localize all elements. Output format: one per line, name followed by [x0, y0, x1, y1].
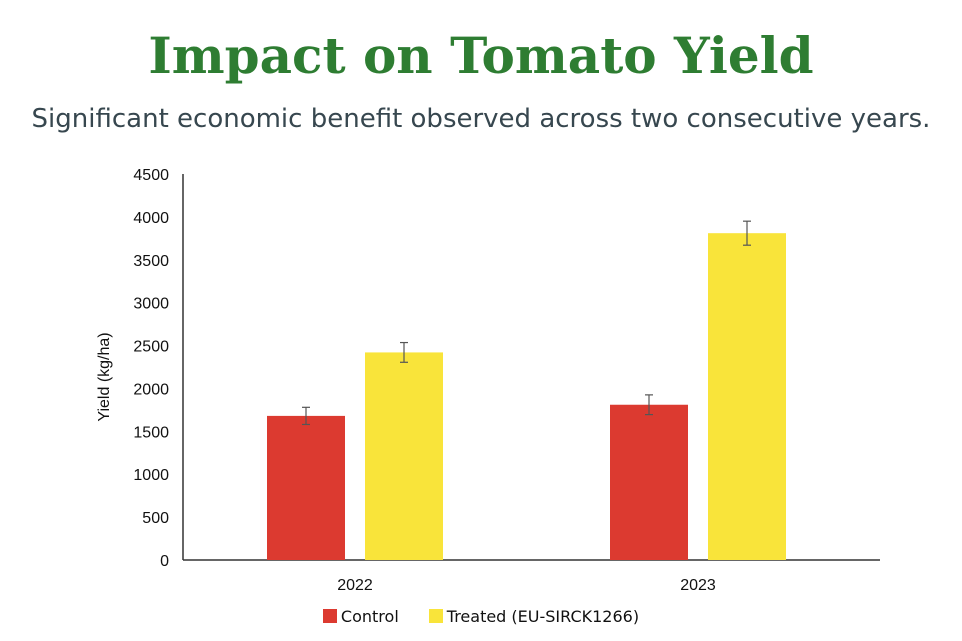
y-tick-label: 1000 [133, 467, 169, 484]
y-tick-label: 2500 [133, 339, 169, 356]
y-tick-label: 4500 [133, 167, 169, 184]
legend-swatch-control [322, 609, 337, 623]
y-axis-label: Yield (kg/ha) [96, 332, 113, 421]
x-tick-label: 2023 [680, 577, 716, 594]
legend-label-treated: Treated (EU-SIRCK1266) [446, 607, 640, 626]
legend-swatch-treated [428, 609, 443, 623]
y-tick-label: 2000 [133, 381, 169, 398]
bar-0-2022 [267, 415, 345, 560]
y-tick-label: 3000 [133, 296, 169, 313]
chart-subtitle: Significant economic benefit observed ac… [31, 104, 931, 134]
legend-item-treated: Treated (EU-SIRCK1266) [428, 607, 640, 626]
x-tick-label: 2022 [337, 577, 373, 594]
y-tick-label: 500 [142, 510, 169, 527]
y-tick-label: 3500 [133, 253, 169, 270]
bar-1-2023 [708, 233, 786, 561]
legend: Control Treated (EU-SIRCK1266) [0, 607, 962, 626]
bar-1-2022 [365, 352, 443, 560]
bar-0-2023 [610, 404, 688, 560]
y-tick-label: 4000 [133, 210, 169, 227]
legend-item-control: Control [322, 607, 399, 626]
y-tick-label: 1500 [133, 424, 169, 441]
y-tick-label: 0 [160, 553, 169, 570]
legend-label-control: Control [340, 607, 399, 626]
chart-title: Impact on Tomato Yield [148, 26, 814, 85]
